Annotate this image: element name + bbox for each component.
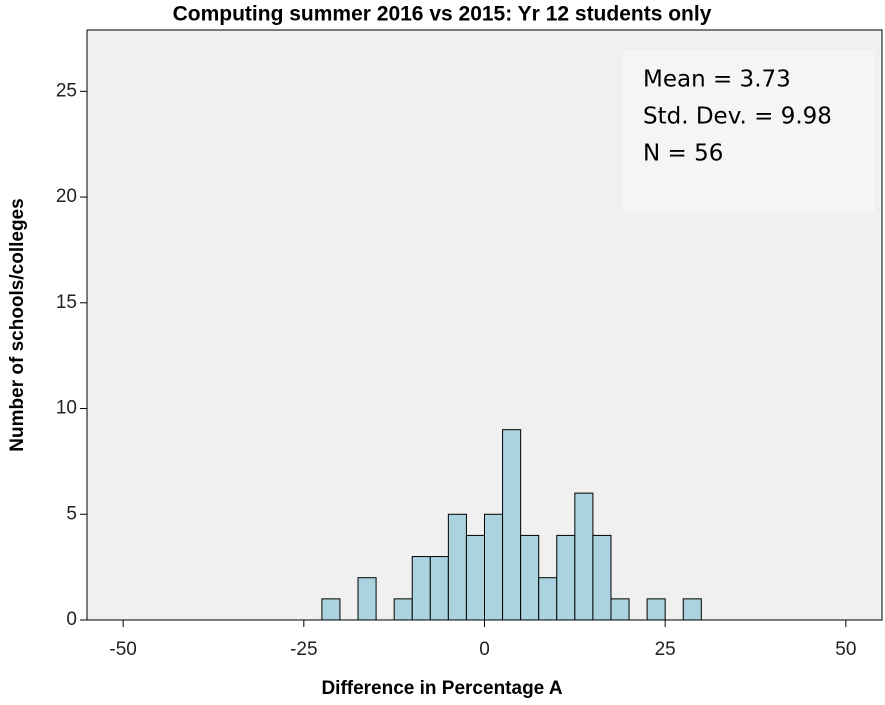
x-tick-label: 50 [835, 639, 856, 660]
y-tick-label: 0 [66, 609, 77, 630]
x-tick-label: 25 [655, 639, 676, 660]
y-axis-label: Number of schools/colleges [7, 198, 28, 451]
bar [411, 556, 431, 621]
bar [592, 534, 612, 621]
y-tick-label: 25 [56, 80, 77, 101]
bar [646, 598, 666, 621]
x-tick-label: -25 [290, 639, 317, 660]
bar [538, 577, 558, 621]
stats-text: Std. Dev. = 9.98 [643, 104, 832, 130]
bar [447, 513, 467, 621]
y-tick-label: 5 [66, 503, 77, 524]
x-tick-label: -50 [109, 639, 136, 660]
bar [502, 429, 522, 621]
bar [556, 534, 576, 621]
chart-title: Computing summer 2016 vs 2015: Yr 12 stu… [173, 3, 712, 26]
stats-text: Mean = 3.73 [643, 67, 791, 93]
bar [465, 534, 486, 621]
x-tick-label: 0 [479, 639, 490, 660]
y-tick-label: 20 [56, 186, 77, 207]
bar [393, 598, 413, 621]
bar [484, 513, 504, 621]
stats-text: N = 56 [643, 141, 723, 167]
bar [574, 492, 594, 621]
bar [357, 577, 377, 621]
bar [520, 534, 540, 621]
bar [321, 598, 341, 621]
bar [429, 556, 449, 621]
bar [610, 598, 630, 621]
y-tick-label: 15 [56, 292, 77, 313]
y-tick-label: 10 [56, 398, 77, 419]
x-axis-label: Difference in Percentage A [321, 678, 562, 699]
stats-box [623, 50, 875, 212]
bar [682, 598, 702, 621]
